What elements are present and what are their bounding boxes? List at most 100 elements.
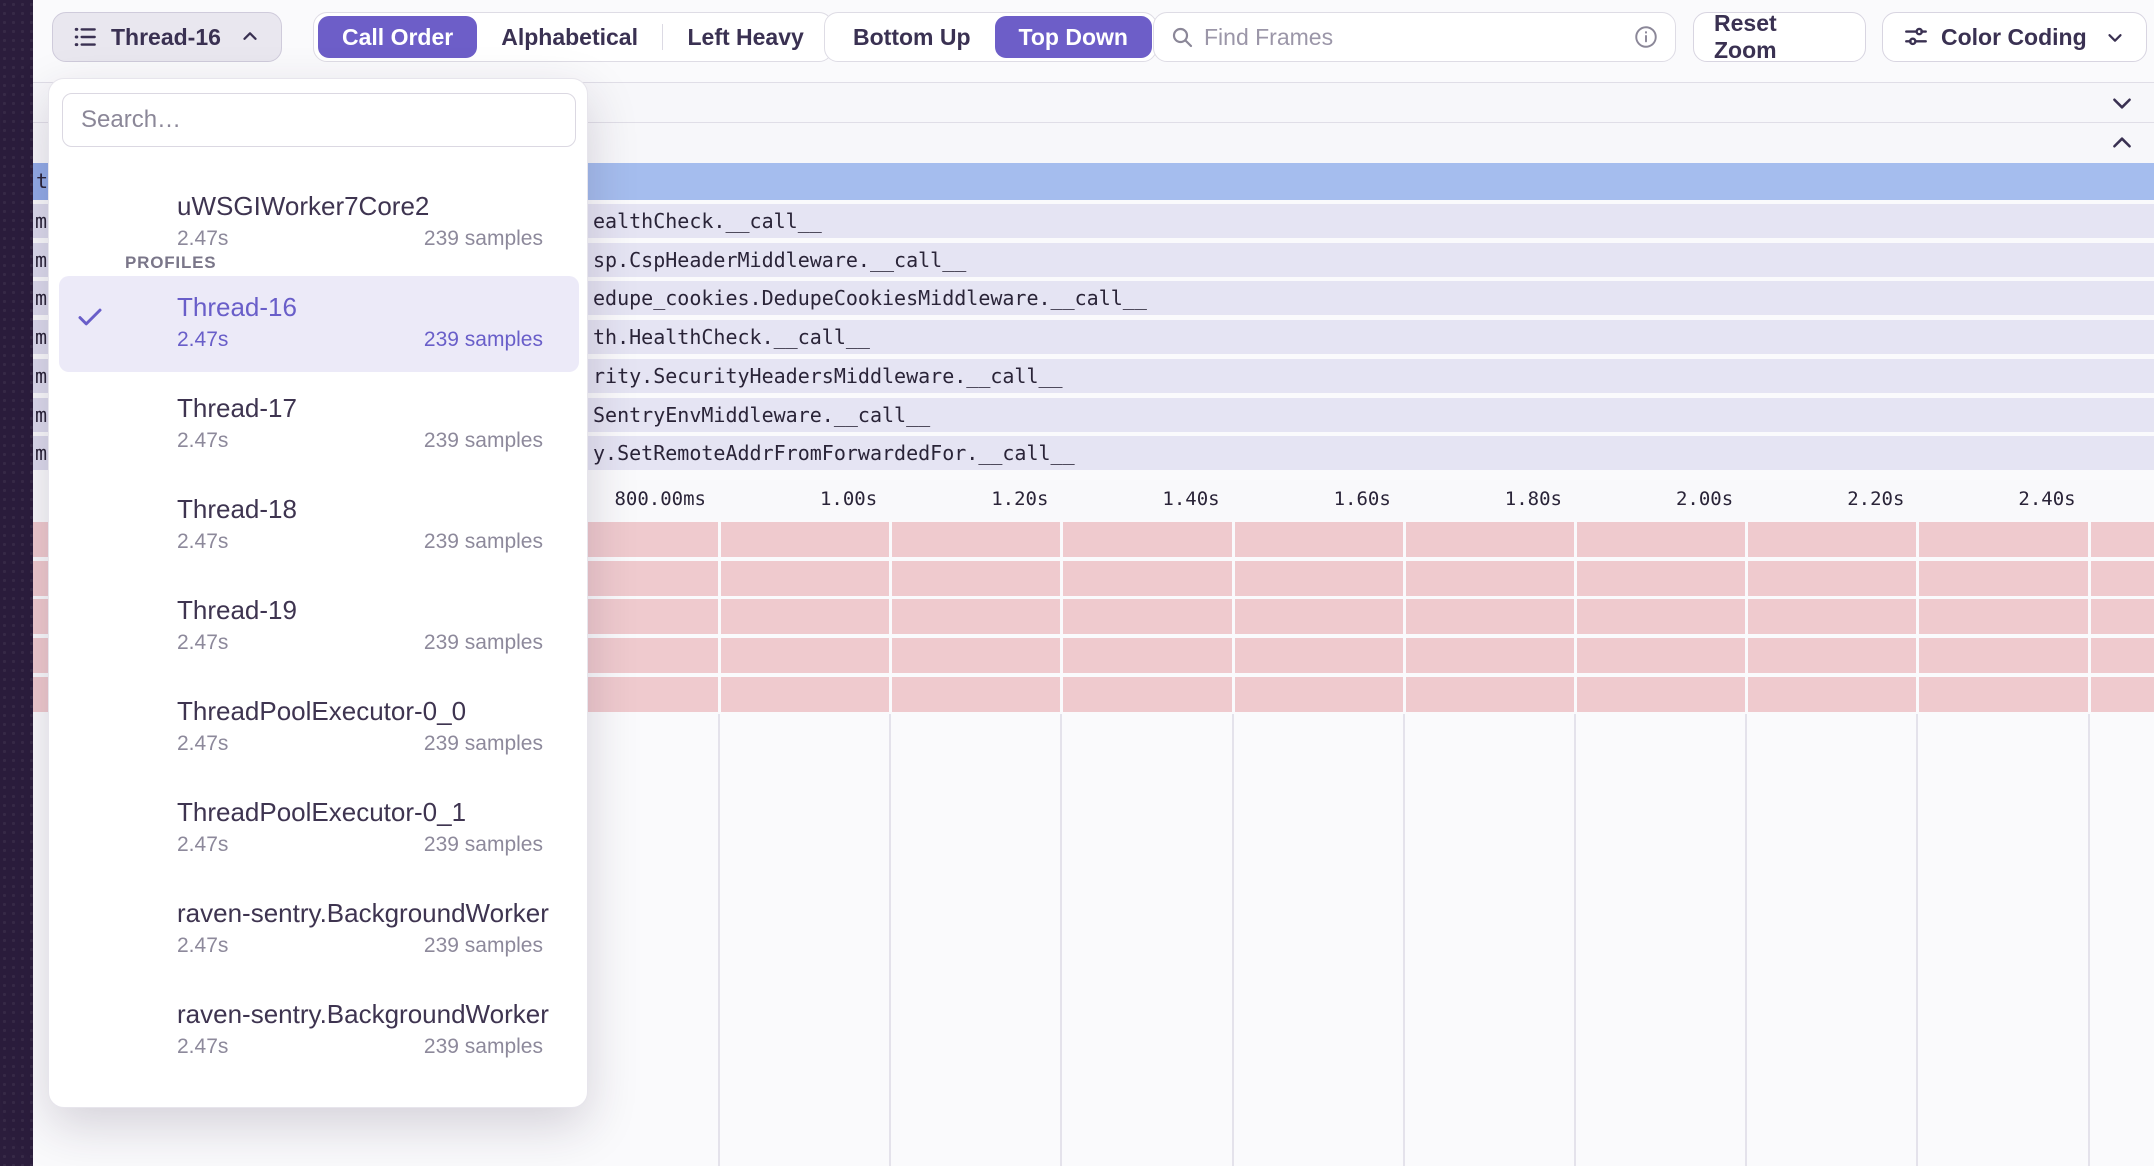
toolbar: Thread-16 Call Order Alphabetical Left H… — [33, 0, 2154, 78]
profile-name: Thread-18 — [177, 494, 297, 525]
flame-row-fragment: t — [36, 169, 48, 193]
profile-item[interactable]: ThreadPoolExecutor-0_0 2.47s 239 samples — [59, 680, 579, 776]
collapse-section-button[interactable] — [2104, 125, 2140, 161]
info-icon[interactable] — [1633, 24, 1659, 50]
axis-tick-label: 2.40s — [2018, 488, 2075, 510]
profile-samples: 239 samples — [424, 530, 543, 554]
flame-row-fragment: m — [35, 248, 47, 272]
thread-selector-button[interactable]: Thread-16 — [52, 12, 282, 62]
axis-tick-label: 1.00s — [820, 488, 877, 510]
profile-samples: 239 samples — [424, 429, 543, 453]
profile-search-input[interactable] — [62, 93, 576, 147]
flame-row-label: edupe_cookies.DedupeCookiesMiddleware.__… — [593, 286, 1147, 310]
gridline — [1745, 714, 1747, 1166]
color-coding-button[interactable]: Color Coding — [1882, 12, 2147, 62]
profile-samples: 239 samples — [424, 833, 543, 857]
profile-duration: 2.47s — [177, 934, 228, 958]
profile-samples: 239 samples — [424, 328, 543, 352]
profile-item[interactable]: Thread-16 2.47s 239 samples — [59, 276, 579, 372]
gridline — [1916, 714, 1918, 1166]
axis-tick-label: 1.60s — [1334, 488, 1391, 510]
profile-item[interactable]: ThreadPoolExecutor-0_1 2.47s 239 samples — [59, 781, 579, 877]
tab-call-order[interactable]: Call Order — [318, 16, 477, 58]
profile-duration: 2.47s — [177, 631, 228, 655]
tab-bottom-up[interactable]: Bottom Up — [829, 16, 995, 58]
app-sidebar-strip — [0, 0, 33, 1166]
tab-alphabetical[interactable]: Alphabetical — [477, 16, 662, 58]
axis-tick-label: 2.20s — [1847, 488, 1904, 510]
gridline — [1060, 714, 1062, 1166]
axis-tick-label: 2.00s — [1676, 488, 1733, 510]
gridline — [1574, 522, 1577, 714]
profile-duration: 2.47s — [177, 732, 228, 756]
gridline — [889, 714, 891, 1166]
profile-item[interactable]: uWSGIWorker7Core22.47s239 samples — [59, 175, 579, 271]
gridline — [1403, 522, 1406, 714]
reset-zoom-label: Reset Zoom — [1714, 10, 1845, 64]
profile-name: raven-sentry.BackgroundWorker — [177, 999, 549, 1030]
profile-samples: 239 samples — [424, 631, 543, 655]
flame-row-fragment: m — [35, 364, 47, 388]
gridline — [718, 714, 720, 1166]
flame-row-label: sp.CspHeaderMiddleware.__call__ — [593, 248, 966, 272]
profile-name: Thread-19 — [177, 595, 297, 626]
profile-duration: 2.47s — [177, 1035, 228, 1059]
profile-name: ThreadPoolExecutor-0_1 — [177, 797, 466, 828]
flame-row-fragment: m — [35, 286, 47, 310]
profile-duration: 2.47s — [177, 833, 228, 857]
find-frames-input[interactable] — [1204, 24, 1623, 51]
chevron-up-icon — [2109, 130, 2135, 156]
flame-row-fragment: m — [35, 441, 47, 465]
profile-item[interactable]: Thread-182.47s239 samples — [59, 478, 579, 574]
profile-samples: 239 samples — [424, 934, 543, 958]
profile-name: ThreadPoolExecutor-0_0 — [177, 696, 466, 727]
chevron-down-icon — [2104, 26, 2126, 48]
profile-name: uWSGIWorker7Core2 — [177, 191, 429, 222]
sort-order-tabs: Call Order Alphabetical Left Heavy — [313, 12, 833, 62]
find-frames-search — [1153, 12, 1676, 62]
profile-duration: 2.47s — [177, 429, 228, 453]
flame-row-fragment: m — [35, 209, 47, 233]
gridline — [1745, 522, 1748, 714]
flame-row-label: SentryEnvMiddleware.__call__ — [593, 403, 930, 427]
tab-left-heavy[interactable]: Left Heavy — [663, 16, 827, 58]
gridline — [718, 522, 721, 714]
chevron-up-icon — [239, 26, 261, 48]
axis-tick-label: 1.80s — [1505, 488, 1562, 510]
profile-item[interactable]: Thread-17 2.47s 239 samples — [59, 377, 579, 473]
chevron-down-icon — [2109, 90, 2135, 116]
flame-row-fragment: m — [35, 403, 47, 427]
gridline — [1232, 522, 1235, 714]
flame-row-label: ealthCheck.__call__ — [593, 209, 822, 233]
profile-name: Thread-17 — [177, 393, 297, 424]
profile-name: raven-sentry.BackgroundWorker — [177, 898, 549, 929]
color-coding-label: Color Coding — [1941, 24, 2087, 51]
gridline — [1403, 714, 1405, 1166]
flame-row-label: rity.SecurityHeadersMiddleware.__call__ — [593, 364, 1063, 388]
profile-samples: 239 samples — [424, 732, 543, 756]
axis-tick-label: 800.00ms — [614, 488, 706, 510]
thread-selector-label: Thread-16 — [111, 24, 221, 51]
flame-row-fragment: m — [35, 325, 47, 349]
axis-tick-label: 1.20s — [991, 488, 1048, 510]
expand-section-button[interactable] — [2104, 85, 2140, 121]
gridline — [1060, 522, 1063, 714]
gridline — [2088, 714, 2090, 1166]
axis-tick-label: 1.40s — [1162, 488, 1219, 510]
flame-row-label: y.SetRemoteAddrFromForwardedFor.__call__ — [593, 441, 1075, 465]
profile-samples: 239 samples — [424, 227, 543, 251]
profile-item[interactable]: raven-sentry.BackgroundWorker 2.47s 239 sa… — [59, 882, 579, 978]
profile-duration: 2.47s — [177, 328, 228, 352]
tab-top-down[interactable]: Top Down — [995, 16, 1152, 58]
search-icon — [1170, 25, 1194, 49]
direction-tabs: Bottom Up Top Down — [824, 12, 1157, 62]
sliders-icon — [1903, 24, 1929, 50]
gridline — [1232, 714, 1234, 1166]
profile-item[interactable]: raven-sentry.BackgroundWorker2.47s239 sa… — [59, 983, 579, 1079]
reset-zoom-button[interactable]: Reset Zoom — [1693, 12, 1866, 62]
check-icon — [75, 302, 105, 337]
profile-name: Thread-16 — [177, 292, 297, 323]
list-icon — [73, 24, 99, 50]
profile-item[interactable]: Thread-19 2.47s 239 samples — [59, 579, 579, 675]
thread-dropdown-panel: PROFILES uWSGIWorker7Core22.47s239 sampl… — [48, 78, 588, 1108]
